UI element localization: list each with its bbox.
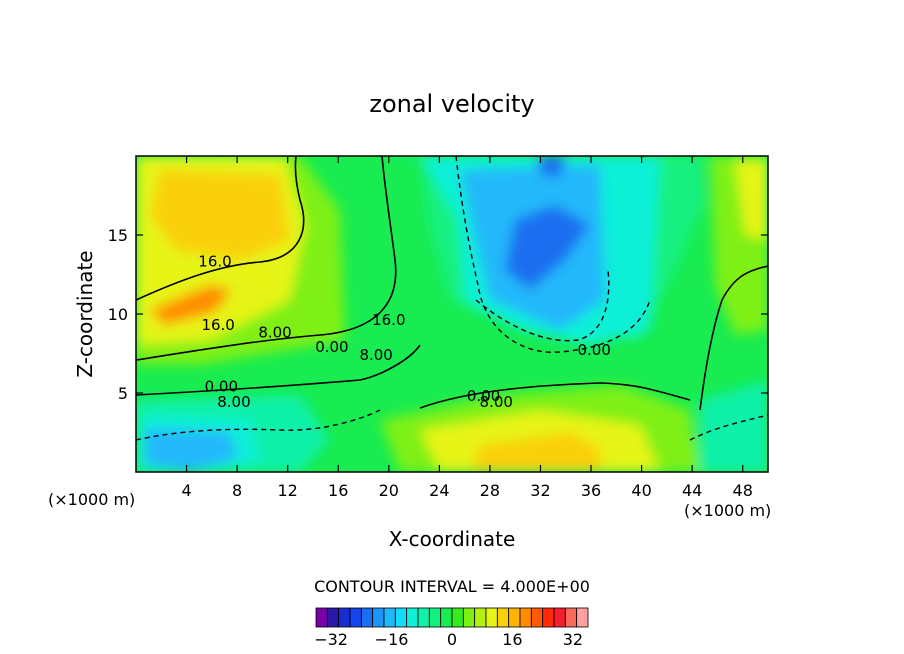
contour-label: 0.00: [205, 377, 238, 395]
contour-label: 0.00: [315, 338, 348, 356]
colorbar-swatch: [496, 607, 510, 628]
contour-labels: 16.016.0 8.000.008.000.00 8.0016.00.008.00…: [198, 253, 611, 412]
colorbar: [315, 607, 589, 628]
colorbar-swatch: [485, 607, 498, 628]
y-tick-label: 10: [108, 305, 128, 324]
x-tick-label: 36: [581, 481, 601, 500]
colorbar-tick-label: 16: [502, 630, 522, 649]
contour-label: 0.00: [467, 387, 500, 405]
x-tick-label: 12: [278, 481, 298, 500]
colorbar-swatch: [360, 607, 374, 628]
colorbar-swatch: [564, 607, 578, 628]
x-tick-label: 16: [328, 481, 348, 500]
colorbar-swatch: [474, 607, 487, 628]
colorbar-swatch: [349, 607, 362, 628]
x-tick-label: 20: [379, 481, 399, 500]
x-tick-label: 48: [733, 481, 753, 500]
colorbar-swatch: [394, 607, 408, 628]
contour-label: 16.0: [201, 316, 234, 334]
colorbar-tick-label: 0: [447, 630, 457, 649]
colorbar-swatch: [406, 607, 419, 628]
colorbar-swatch: [519, 607, 532, 628]
x-tick-label: 28: [480, 481, 500, 500]
contour-label: 16.0: [372, 311, 405, 329]
contour-label: 8.00: [217, 393, 250, 411]
contour-field: [136, 156, 768, 472]
colorbar-swatch: [383, 607, 396, 628]
colorbar-swatch: [338, 607, 351, 628]
chart-title: zonal velocity: [369, 90, 534, 118]
x-tick-label: 24: [429, 481, 449, 500]
colorbar-tick-label: 32: [563, 630, 583, 649]
colorbar-swatch: [428, 607, 442, 628]
y-axis-ticks: 5 10 15: [108, 226, 768, 403]
colorbar-tick-label: −16: [375, 630, 409, 649]
colorbar-labels: −32 −16 0 16 32: [314, 630, 583, 649]
colorbar-swatch: [315, 607, 328, 628]
x-tick-label: 32: [530, 481, 550, 500]
x-axis-label: X-coordinate: [389, 527, 516, 551]
x-tick-label: 4: [181, 481, 191, 500]
colorbar-swatch: [417, 607, 430, 628]
x-axis-ticks: 4 8 12 16 20 24 28 32 36 40 44 48: [181, 156, 753, 500]
contour-label: 8.00: [480, 393, 513, 411]
y-tick-label: 5: [118, 384, 128, 403]
x-tick-label: 44: [682, 481, 702, 500]
x-unit-left: (×1000 m): [48, 490, 135, 509]
contour-label: 8.00: [359, 346, 392, 364]
colorbar-swatch: [553, 607, 566, 628]
x-unit-right: (×1000 m): [684, 501, 771, 520]
colorbar-swatch: [530, 607, 544, 628]
colorbar-swatch: [451, 607, 464, 628]
contour-label: 16.0: [198, 253, 231, 271]
contour-interval-label: CONTOUR INTERVAL = 4.000E+00: [314, 577, 590, 596]
y-axis-label: Z-coordinate: [73, 250, 97, 377]
colorbar-swatch: [508, 607, 521, 628]
y-tick-label: 15: [108, 226, 128, 245]
colorbar-swatch: [462, 607, 476, 628]
contour-label: 8.00: [258, 324, 291, 342]
x-tick-label: 8: [232, 481, 242, 500]
colorbar-tick-label: −32: [314, 630, 348, 649]
contour-label: 0.00: [577, 341, 610, 359]
colorbar-swatch: [440, 607, 453, 628]
x-tick-label: 40: [631, 481, 651, 500]
colorbar-swatch: [576, 607, 589, 628]
colorbar-swatch: [326, 607, 340, 628]
colorbar-swatch: [372, 607, 385, 628]
colorbar-swatch: [542, 607, 555, 628]
